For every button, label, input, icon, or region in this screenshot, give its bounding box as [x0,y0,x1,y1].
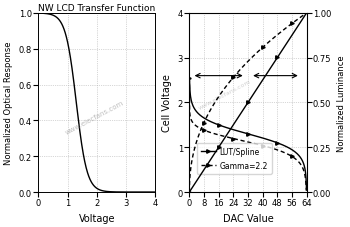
Y-axis label: Normalized Optical Response: Normalized Optical Response [4,42,13,165]
X-axis label: DAC Value: DAC Value [223,213,273,223]
Text: www.elecfans.com: www.elecfans.com [197,78,252,110]
Y-axis label: Cell Voltage: Cell Voltage [162,74,172,132]
Text: www.elecfans.com: www.elecfans.com [64,99,125,135]
X-axis label: Voltage: Voltage [78,213,115,223]
Legend: LUT/Spline, Gamma=2.2: LUT/Spline, Gamma=2.2 [197,143,272,174]
Title: NW LCD Transfer Function: NW LCD Transfer Function [38,4,155,13]
Y-axis label: Normalized Luminance: Normalized Luminance [337,55,346,151]
